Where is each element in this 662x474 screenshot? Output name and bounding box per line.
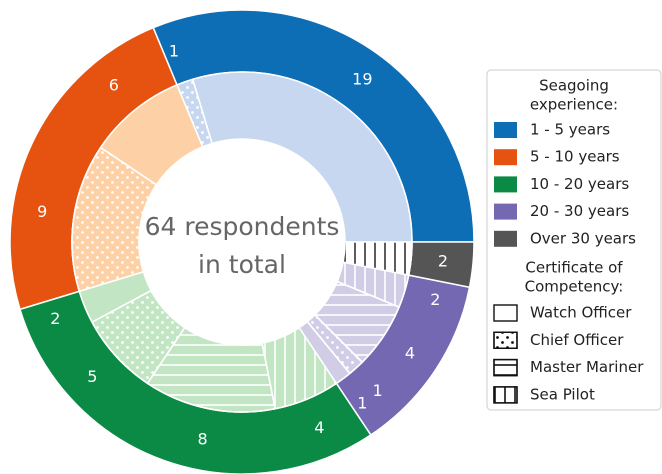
rings <box>9 9 475 474</box>
legend-label: 10 - 20 years <box>530 175 629 193</box>
legend-label: Master Mariner <box>530 358 644 376</box>
legend-swatch-hatch <box>493 386 518 404</box>
data-label: 19 <box>352 69 372 88</box>
data-label: 5 <box>87 367 97 386</box>
legend-swatch <box>493 304 518 322</box>
data-label: 8 <box>197 430 207 449</box>
data-label: 4 <box>405 344 415 363</box>
legend-label: 5 - 10 years <box>530 148 620 166</box>
legend-title: Certificate of <box>525 259 623 277</box>
legend-label: Sea Pilot <box>530 385 595 403</box>
legend-label: Watch Officer <box>530 304 632 322</box>
data-label: 1 <box>357 394 367 413</box>
data-label: 9 <box>37 202 47 221</box>
legend-swatch <box>494 122 517 138</box>
legend-swatch <box>494 176 517 193</box>
legend-label: Chief Officer <box>530 331 624 349</box>
legend-label: 1 - 5 years <box>530 121 610 139</box>
center-text: in total <box>198 250 286 279</box>
legend-swatch-hatch <box>493 331 518 349</box>
legend-title: Seagoing <box>539 77 609 95</box>
data-label: 1 <box>373 381 383 400</box>
center-text: 64 respondents <box>145 212 340 241</box>
data-label: 2 <box>50 309 60 328</box>
legend-title: experience: <box>530 96 618 114</box>
legend-box <box>486 69 662 411</box>
data-label: 2 <box>430 290 440 309</box>
legend-swatch <box>494 149 517 166</box>
legend-title: Competency: <box>525 278 624 296</box>
data-label: 2 <box>438 251 448 270</box>
inner-hatch <box>342 241 413 277</box>
inner-wedge <box>191 71 413 243</box>
legend-label: Over 30 years <box>530 229 636 247</box>
legend-swatch <box>494 230 517 247</box>
data-label: 6 <box>109 75 119 94</box>
legend-swatch <box>494 203 517 220</box>
data-label: 1 <box>169 41 179 60</box>
legend-label: 20 - 30 years <box>530 202 629 220</box>
data-label: 4 <box>314 418 324 437</box>
legend-swatch-hatch <box>493 358 518 377</box>
